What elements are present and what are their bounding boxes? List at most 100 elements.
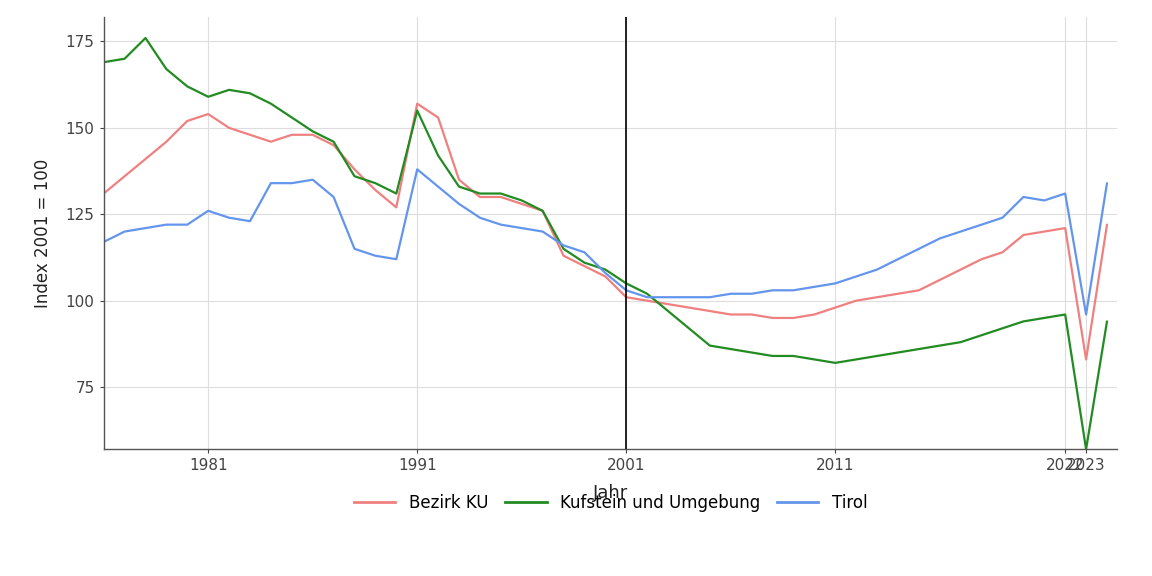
Tirol	[118, 228, 131, 235]
Tirol	[97, 238, 111, 245]
Tirol	[912, 245, 926, 252]
Tirol	[431, 183, 445, 190]
Tirol	[995, 214, 1009, 221]
Bezirk KU	[641, 297, 654, 304]
Kufstein und Umgebung	[890, 349, 904, 356]
Tirol	[723, 290, 737, 297]
Tirol	[744, 290, 758, 297]
Kufstein und Umgebung	[285, 114, 298, 121]
Tirol	[1079, 311, 1093, 318]
Kufstein und Umgebung	[243, 90, 257, 97]
Kufstein und Umgebung	[556, 245, 570, 252]
Kufstein und Umgebung	[431, 152, 445, 159]
Kufstein und Umgebung	[327, 138, 341, 145]
Tirol	[389, 256, 403, 263]
Kufstein und Umgebung	[723, 346, 737, 353]
Bezirk KU	[327, 142, 341, 149]
Kufstein und Umgebung	[138, 35, 152, 41]
Line: Tirol: Tirol	[104, 169, 1107, 314]
Tirol	[703, 294, 717, 301]
Tirol	[620, 287, 634, 294]
Bezirk KU	[808, 311, 821, 318]
Kufstein und Umgebung	[1079, 446, 1093, 453]
Tirol	[975, 221, 988, 228]
Tirol	[682, 294, 696, 301]
Kufstein und Umgebung	[410, 107, 424, 114]
Tirol	[452, 200, 465, 207]
Bezirk KU	[243, 131, 257, 138]
Bezirk KU	[975, 256, 988, 263]
Bezirk KU	[222, 124, 236, 131]
Tirol	[787, 287, 801, 294]
Tirol	[285, 180, 298, 187]
Bezirk KU	[410, 100, 424, 107]
Bezirk KU	[933, 276, 947, 283]
Bezirk KU	[870, 294, 884, 301]
Kufstein und Umgebung	[515, 197, 529, 204]
Tirol	[494, 221, 508, 228]
X-axis label: Jahr: Jahr	[593, 484, 628, 502]
Kufstein und Umgebung	[305, 128, 319, 135]
Tirol	[536, 228, 550, 235]
Bezirk KU	[97, 190, 111, 197]
Bezirk KU	[787, 314, 801, 321]
Kufstein und Umgebung	[473, 190, 487, 197]
Kufstein und Umgebung	[202, 93, 215, 100]
Tirol	[1059, 190, 1073, 197]
Bezirk KU	[305, 131, 319, 138]
Bezirk KU	[473, 194, 487, 200]
Bezirk KU	[828, 304, 842, 311]
Tirol	[243, 218, 257, 225]
Kufstein und Umgebung	[577, 259, 591, 266]
Kufstein und Umgebung	[494, 190, 508, 197]
Bezirk KU	[620, 294, 634, 301]
Kufstein und Umgebung	[369, 180, 382, 187]
Tirol	[181, 221, 195, 228]
Bezirk KU	[1100, 221, 1114, 228]
Bezirk KU	[661, 301, 675, 308]
Legend: Bezirk KU, Kufstein und Umgebung, Tirol: Bezirk KU, Kufstein und Umgebung, Tirol	[347, 487, 874, 519]
Tirol	[348, 245, 362, 252]
Bezirk KU	[1079, 356, 1093, 363]
Tirol	[808, 283, 821, 290]
Bezirk KU	[723, 311, 737, 318]
Kufstein und Umgebung	[682, 325, 696, 332]
Tirol	[598, 270, 612, 276]
Kufstein und Umgebung	[954, 339, 968, 346]
Tirol	[954, 228, 968, 235]
Tirol	[264, 180, 278, 187]
Bezirk KU	[577, 263, 591, 270]
Kufstein und Umgebung	[348, 173, 362, 180]
Tirol	[305, 176, 319, 183]
Bezirk KU	[849, 297, 863, 304]
Kufstein und Umgebung	[118, 55, 131, 62]
Kufstein und Umgebung	[641, 290, 654, 297]
Bezirk KU	[995, 249, 1009, 256]
Tirol	[766, 287, 780, 294]
Bezirk KU	[744, 311, 758, 318]
Bezirk KU	[138, 156, 152, 162]
Tirol	[222, 214, 236, 221]
Bezirk KU	[536, 207, 550, 214]
Kufstein und Umgebung	[995, 325, 1009, 332]
Bezirk KU	[452, 176, 465, 183]
Kufstein und Umgebung	[264, 100, 278, 107]
Kufstein und Umgebung	[1037, 314, 1051, 321]
Tirol	[369, 252, 382, 259]
Tirol	[828, 280, 842, 287]
Kufstein und Umgebung	[598, 266, 612, 273]
Kufstein und Umgebung	[620, 280, 634, 287]
Kufstein und Umgebung	[452, 183, 465, 190]
Kufstein und Umgebung	[744, 349, 758, 356]
Kufstein und Umgebung	[912, 346, 926, 353]
Tirol	[410, 166, 424, 173]
Tirol	[577, 249, 591, 256]
Bezirk KU	[369, 187, 382, 194]
Kufstein und Umgebung	[222, 86, 236, 93]
Tirol	[849, 273, 863, 280]
Kufstein und Umgebung	[933, 342, 947, 349]
Tirol	[159, 221, 173, 228]
Kufstein und Umgebung	[181, 83, 195, 90]
Bezirk KU	[264, 138, 278, 145]
Tirol	[1037, 197, 1051, 204]
